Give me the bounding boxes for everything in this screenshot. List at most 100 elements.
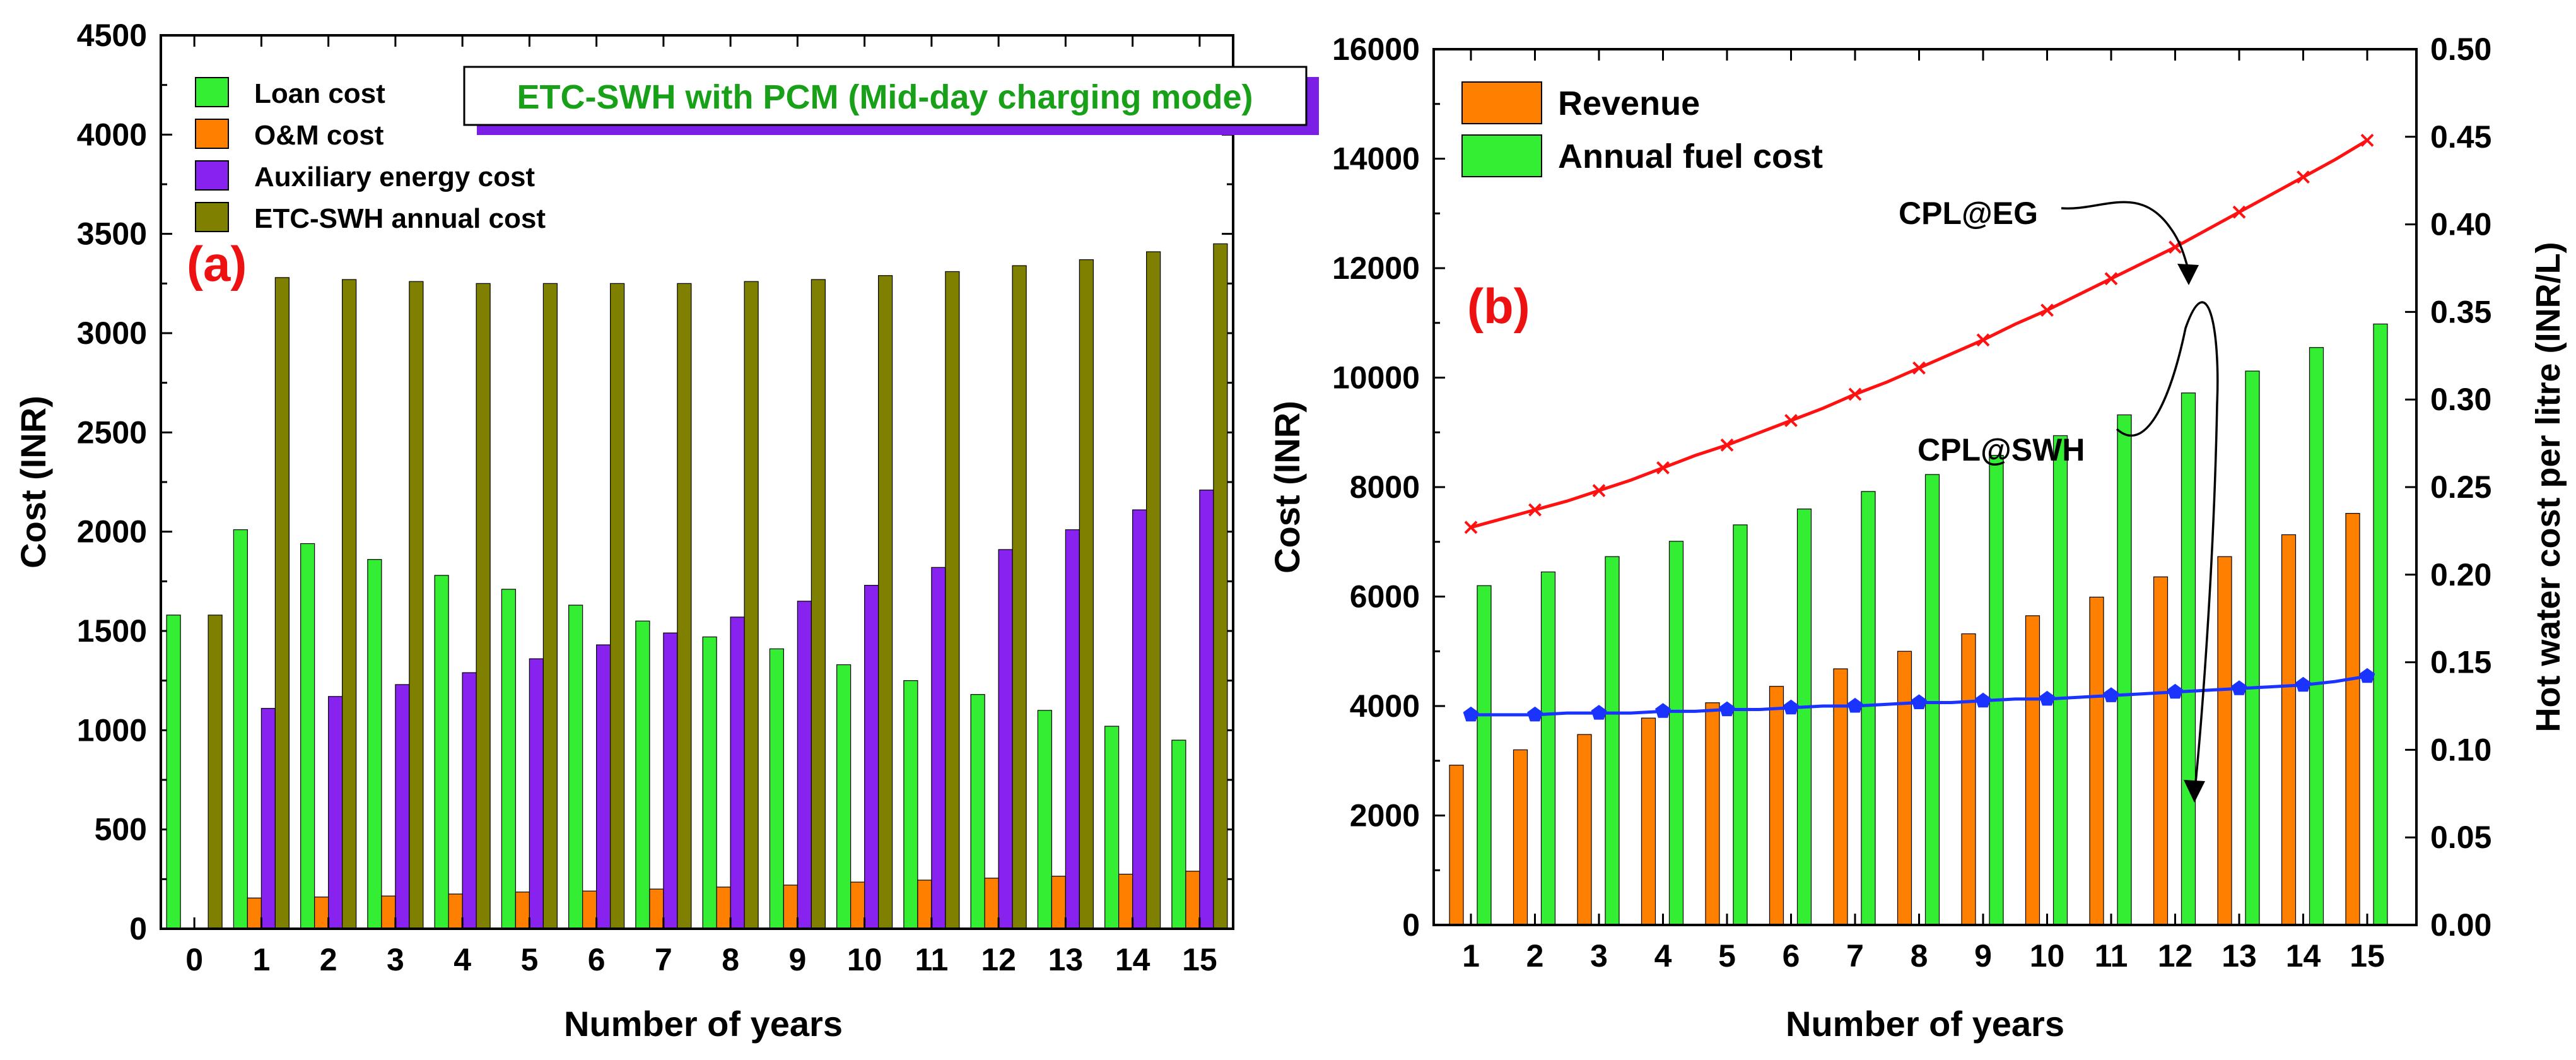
etc-swh-annual-cost-bar: [476, 283, 491, 929]
auxiliary-energy-cost-bar: [998, 549, 1013, 929]
cpl-eg-marker: [2232, 205, 2246, 219]
annual-fuel-cost-bar: [1477, 585, 1492, 926]
x-tick-label: 14: [1115, 942, 1150, 977]
om-cost-bar: [649, 888, 664, 929]
om-cost-bar: [582, 890, 597, 929]
etc-swh-annual-cost-bar: [610, 283, 625, 929]
panel-label: (b): [1467, 278, 1530, 334]
annual-fuel-cost-bar: [2245, 370, 2260, 926]
x-tick-label: 2: [1526, 938, 1544, 974]
etc-swh-annual-cost-bar: [342, 279, 357, 929]
auxiliary-energy-cost-bar: [931, 567, 946, 929]
y-tick-label: 0: [1402, 907, 1420, 943]
etc-swh-annual-cost-bar: [945, 271, 960, 929]
revenue-bar: [2345, 513, 2360, 926]
loan-cost-bar: [702, 636, 717, 929]
auxiliary-energy-cost-bar: [1199, 489, 1214, 929]
cpl-swh-marker: [1911, 694, 1927, 709]
x-tick-label: 4: [454, 942, 471, 977]
y2-tick-label: 0.15: [2430, 645, 2491, 680]
plot-frame: [160, 34, 1234, 930]
panel-b-chart: 0 2000 4000 6000 8000 10000 12000 14000 16000 0.0…: [1267, 32, 2567, 1044]
revenue-bar: [2217, 556, 2232, 926]
x-tick-label: 5: [1718, 938, 1736, 974]
x-tick-label: 13: [2222, 938, 2257, 974]
annual-fuel-cost-bar: [1733, 524, 1748, 926]
x-tick-label: 9: [788, 942, 806, 977]
y-tick-label: 3500: [77, 216, 147, 252]
x-tick-label: 1: [1462, 938, 1480, 974]
cpl-swh-marker: [1591, 705, 1607, 720]
cpl-swh-marker: [2039, 690, 2055, 706]
annotation-text: ETC-SWH with PCM (Mid-day charging mode): [517, 78, 1253, 116]
x-tick-label: 6: [1783, 938, 1800, 974]
x-tick-label: 11: [915, 942, 948, 977]
annotation-box: [463, 66, 1308, 126]
y2-tick-label: 0.40: [2430, 207, 2491, 242]
cpl-eg-marker: [1720, 438, 1734, 452]
y-tick-label: 500: [95, 812, 147, 847]
y2-tick-label: 0.20: [2430, 557, 2491, 592]
x-tick-label: 15: [1182, 942, 1217, 977]
x-tick-label: 3: [1590, 938, 1608, 974]
legend-swatch: [1461, 81, 1542, 124]
cpl-swh-marker: [1527, 706, 1543, 722]
revenue-bar: [1961, 633, 1976, 926]
om-cost-bar: [1118, 873, 1133, 929]
cpl-swh-marker: [1783, 699, 1799, 715]
annual-fuel-cost-bar: [1861, 491, 1876, 926]
annotation-arrow: [2061, 201, 2190, 272]
x-tick-label: 13: [1048, 942, 1084, 977]
auxiliary-energy-cost-bar: [395, 684, 410, 929]
y2-tick-label: 0.25: [2430, 469, 2491, 505]
x-tick-label: 1: [252, 942, 270, 977]
auxiliary-energy-cost-bar: [1065, 529, 1080, 929]
auxiliary-energy-cost-bar: [1132, 509, 1147, 929]
cpl-eg-marker: [1656, 461, 1670, 474]
cpl-swh-marker: [1975, 692, 1991, 708]
om-cost-bar: [381, 895, 396, 929]
cpl-eg-marker: [1464, 521, 1478, 534]
cpl-swh-marker: [2103, 687, 2119, 702]
revenue-bar: [1705, 702, 1720, 926]
etc-swh-annual-cost-bar: [409, 281, 424, 929]
x-tick-label: 7: [1846, 938, 1864, 974]
etc-swh-annual-cost-bar: [1012, 265, 1027, 929]
cpl-swh-marker: [1655, 703, 1671, 718]
y-tick-label: 8000: [1350, 469, 1420, 505]
y-tick-label: 2500: [77, 415, 147, 450]
loan-cost-bar: [836, 664, 852, 929]
plot-frame: [1432, 48, 2418, 926]
y2-tick-label: 0.45: [2430, 119, 2491, 155]
x-tick-label: 0: [185, 942, 203, 977]
auxiliary-energy-cost-bar: [596, 644, 611, 929]
y2-tick-label: 0.50: [2430, 32, 2491, 67]
x-tick-label: 9: [1974, 938, 1992, 974]
loan-cost-bar: [434, 575, 449, 929]
loan-cost-bar: [970, 694, 985, 929]
loan-cost-bar: [635, 620, 650, 929]
annual-fuel-cost-bar: [2373, 323, 2388, 926]
cpl-eg-marker: [1912, 361, 1926, 375]
loan-cost-bar: [233, 529, 248, 929]
loan-cost-bar: [1104, 726, 1120, 929]
legend-label: Revenue: [1558, 85, 1700, 122]
annual-fuel-cost-bar: [1796, 509, 1812, 926]
revenue-bar: [1577, 734, 1592, 926]
cpl-swh-marker: [1847, 698, 1863, 713]
y-tick-label: 3000: [77, 315, 147, 351]
legend-swatch: [195, 202, 229, 232]
arrow-head: [2184, 780, 2205, 803]
etc-swh-annual-cost-bar: [811, 279, 826, 929]
legend-label: Auxiliary energy cost: [254, 162, 535, 192]
x-axis-label: Number of years: [1786, 1004, 2064, 1044]
cpl-eg-marker: [1976, 333, 1990, 347]
loan-cost-bar: [1037, 710, 1052, 929]
om-cost-bar: [716, 886, 731, 929]
loan-cost-bar: [1171, 739, 1186, 929]
revenue-bar: [2153, 576, 2169, 926]
annual-fuel-cost-bar: [2052, 435, 2068, 926]
x-tick-label: 14: [2286, 938, 2321, 974]
cpl-eg-marker: [1784, 414, 1798, 427]
revenue-bar: [1769, 686, 1784, 926]
